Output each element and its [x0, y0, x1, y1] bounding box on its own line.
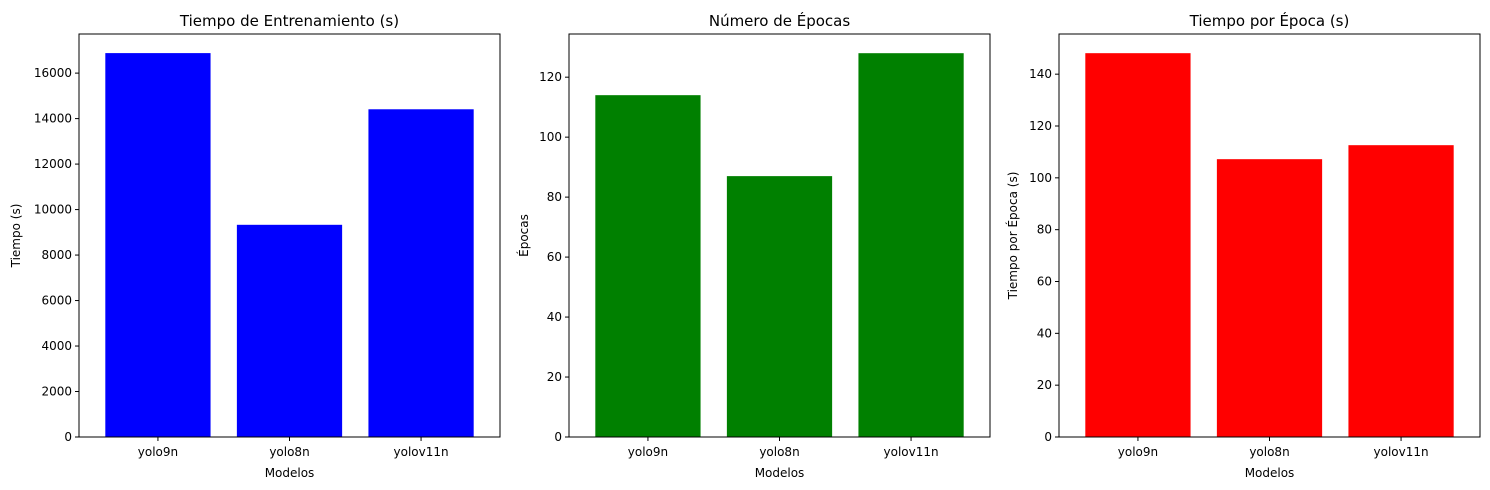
y-tick-label: 60: [1037, 275, 1052, 289]
bar-yolo8n: [1216, 159, 1323, 437]
chart-panel-2: 0 20 40 60 80 100 120 yolo9n yolo8n yolov11n Númer…: [516, 11, 991, 480]
y-tick-label: 40: [547, 310, 562, 324]
x-tick-label: yolo9n: [1118, 445, 1158, 459]
bar-yolov11n: [368, 109, 474, 438]
bar-yolo9n: [595, 95, 701, 437]
chart-panel-3: 0 20 40 60 80 100 120 140 yolo9n yolo8n yolov11n Ti…: [1005, 11, 1481, 480]
x-tick-label: yolov11n: [884, 445, 939, 459]
bar-yolov11n: [858, 53, 964, 437]
y-tick-label: 140: [1029, 67, 1052, 81]
x-tick-label: yolo8n: [759, 445, 799, 459]
y-tick-label: 80: [1037, 223, 1052, 237]
y-tick-label: 100: [539, 130, 562, 144]
y-tick-label: 8000: [41, 248, 72, 262]
x-axis-label: Modelos: [1245, 466, 1295, 480]
x-tick-label: yolo8n: [1249, 445, 1289, 459]
y-tick-label: 4000: [41, 339, 72, 353]
x-axis-label: Modelos: [755, 466, 805, 480]
y-tick-label: 60: [547, 250, 562, 264]
y-tick-label: 0: [64, 430, 72, 444]
y-tick-label: 12000: [34, 157, 72, 171]
x-tick-label: yolov11n: [394, 445, 449, 459]
bar-yolo8n: [726, 176, 833, 438]
y-tick-label: 2000: [41, 385, 72, 399]
chart-panel-1: 0 2000 4000 6000 8000 10000 12000 14000 16000 yol…: [9, 12, 501, 480]
y-axis-label: Tiempo por Época (s): [1005, 172, 1020, 301]
y-tick-label: 0: [554, 430, 562, 444]
y-tick-label: 0: [1044, 430, 1052, 444]
chart-title: Número de Épocas: [709, 11, 850, 30]
x-tick-label: yolo9n: [138, 445, 178, 459]
x-axis-label: Modelos: [265, 466, 315, 480]
y-tick-label: 120: [539, 70, 562, 84]
y-tick-label: 20: [1037, 378, 1052, 392]
y-tick-label: 80: [547, 190, 562, 204]
y-axis-label: Épocas: [516, 214, 531, 257]
y-tick-label: 20: [547, 370, 562, 384]
bar-yolo9n: [1085, 53, 1191, 438]
y-axis-label: Tiempo (s): [9, 204, 23, 269]
x-tick-label: yolo8n: [269, 445, 309, 459]
y-tick-label: 40: [1037, 326, 1052, 340]
x-tick-label: yolov11n: [1374, 445, 1429, 459]
chart-title: Tiempo de Entrenamiento (s): [179, 12, 399, 30]
bar-yolo8n: [236, 224, 343, 437]
y-tick-label: 100: [1029, 171, 1052, 185]
bar-yolov11n: [1348, 145, 1454, 438]
chart-title: Tiempo por Época (s): [1189, 11, 1350, 30]
bar-yolo9n: [105, 53, 211, 438]
y-tick-label: 120: [1029, 119, 1052, 133]
y-tick-label: 14000: [34, 112, 72, 126]
y-tick-label: 16000: [34, 66, 72, 80]
x-tick-label: yolo9n: [628, 445, 668, 459]
y-tick-label: 6000: [41, 294, 72, 308]
y-tick-label: 10000: [34, 203, 72, 217]
